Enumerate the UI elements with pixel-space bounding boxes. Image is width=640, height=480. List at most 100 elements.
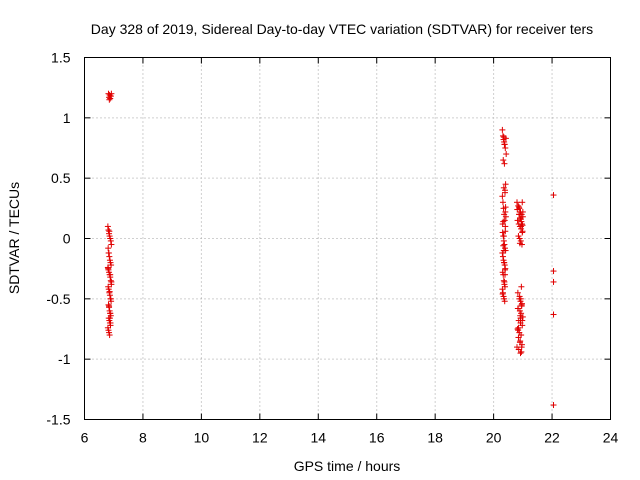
data-point xyxy=(501,160,508,167)
data-point xyxy=(502,271,509,278)
x-tick-label: 18 xyxy=(427,430,443,446)
data-point xyxy=(516,240,523,247)
data-point xyxy=(514,326,521,332)
data-point xyxy=(502,145,509,151)
data-point xyxy=(517,315,524,322)
data-point xyxy=(106,288,113,295)
data-point xyxy=(105,245,112,252)
data-point xyxy=(550,402,557,409)
data-point xyxy=(503,151,510,158)
data-point xyxy=(501,241,508,248)
data-point xyxy=(516,204,523,211)
data-point xyxy=(519,222,526,229)
x-tick-label: 8 xyxy=(139,430,147,446)
data-point xyxy=(105,249,112,256)
data-point xyxy=(519,208,526,215)
data-point xyxy=(107,271,114,278)
data-point xyxy=(108,278,115,285)
data-point xyxy=(499,126,506,133)
x-tick-label: 22 xyxy=(544,430,560,446)
data-point xyxy=(107,277,114,284)
data-point xyxy=(104,223,111,230)
data-point xyxy=(107,93,114,100)
x-tick-label: 10 xyxy=(194,430,210,446)
y-tick-label: 1 xyxy=(63,110,71,126)
y-tick-label: 0.5 xyxy=(51,170,71,186)
data-point xyxy=(518,221,525,228)
y-tick-label: -1 xyxy=(58,351,71,367)
data-point xyxy=(501,217,508,224)
data-point xyxy=(518,300,525,307)
data-point xyxy=(501,259,508,266)
data-point xyxy=(518,332,525,339)
y-tick-label: -0.5 xyxy=(46,291,70,307)
data-point xyxy=(499,199,506,206)
data-point xyxy=(500,247,507,254)
x-tick-label: 14 xyxy=(310,430,326,446)
data-point xyxy=(516,211,523,218)
data-point xyxy=(550,278,557,285)
y-tick-label: 0 xyxy=(63,231,71,247)
chart-title: Day 328 of 2019, Sidereal Day-to-day VTE… xyxy=(91,21,593,37)
data-point xyxy=(517,214,524,221)
axes: 6 8 10 12 14 16 18 20 22 24 -1.5 -1 -0.5 0 0.5 1 1.5 xyxy=(46,50,618,446)
data-point xyxy=(550,192,557,199)
data-point xyxy=(514,289,521,296)
data-point xyxy=(518,283,525,290)
x-tick-label: 20 xyxy=(486,430,502,446)
data-point xyxy=(105,227,112,234)
data-point xyxy=(517,216,524,223)
data-point xyxy=(500,157,507,164)
x-tick-label: 12 xyxy=(252,430,268,446)
data-point xyxy=(106,253,113,260)
grid xyxy=(84,57,611,420)
data-point xyxy=(500,233,507,240)
data-point xyxy=(502,204,509,211)
data-point xyxy=(105,265,112,272)
data-point xyxy=(519,199,526,206)
x-tick-label: 6 xyxy=(81,430,89,446)
data-point xyxy=(519,228,526,235)
y-tick-label: -1.5 xyxy=(46,412,70,428)
data-point xyxy=(500,242,507,249)
data-point xyxy=(106,303,113,310)
data-point xyxy=(515,324,522,331)
data-point xyxy=(500,218,507,225)
data-point xyxy=(106,96,113,103)
data-point xyxy=(502,181,509,188)
data-point xyxy=(550,268,557,275)
data-point xyxy=(517,295,524,302)
data-point xyxy=(500,277,507,284)
data-point xyxy=(502,213,509,220)
x-tick-label: 24 xyxy=(603,430,619,446)
data-point xyxy=(550,311,557,318)
data-point xyxy=(516,339,523,346)
data-point xyxy=(501,298,508,305)
data-point xyxy=(502,187,509,194)
data-point xyxy=(500,134,507,141)
data-point xyxy=(108,262,115,269)
data-point xyxy=(107,319,114,326)
data-point xyxy=(502,228,509,235)
data-point xyxy=(107,295,114,302)
data-point xyxy=(501,141,508,148)
x-axis-label: GPS time / hours xyxy=(294,458,401,474)
data-point xyxy=(501,278,508,285)
data-point xyxy=(514,305,521,312)
data-point xyxy=(106,228,113,235)
data-point xyxy=(518,348,525,355)
data-point xyxy=(499,253,506,260)
data-point xyxy=(499,193,506,200)
y-tick-label: 1.5 xyxy=(51,50,71,66)
data-point xyxy=(517,350,524,357)
plot-frame xyxy=(84,57,611,420)
data-point xyxy=(108,241,115,248)
data-point xyxy=(513,199,520,206)
data-point xyxy=(106,315,113,322)
x-tick-label: 16 xyxy=(369,430,385,446)
data-point xyxy=(499,291,506,298)
data-points xyxy=(104,90,557,409)
y-axis-label: SDTVAR / TECUs xyxy=(6,182,22,294)
data-point xyxy=(499,229,506,236)
